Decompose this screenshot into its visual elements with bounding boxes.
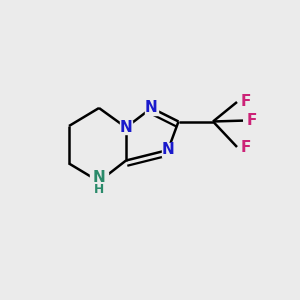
Text: N: N xyxy=(120,120,132,135)
Text: F: F xyxy=(241,140,251,154)
Bar xyxy=(90,172,108,191)
Text: H: H xyxy=(94,183,104,196)
Text: N: N xyxy=(145,100,158,116)
Text: N: N xyxy=(93,170,105,185)
Text: N: N xyxy=(162,142,174,158)
Bar xyxy=(145,101,158,115)
Bar xyxy=(162,143,174,157)
Bar xyxy=(120,121,132,134)
Text: F: F xyxy=(247,113,257,128)
Text: F: F xyxy=(241,94,251,110)
